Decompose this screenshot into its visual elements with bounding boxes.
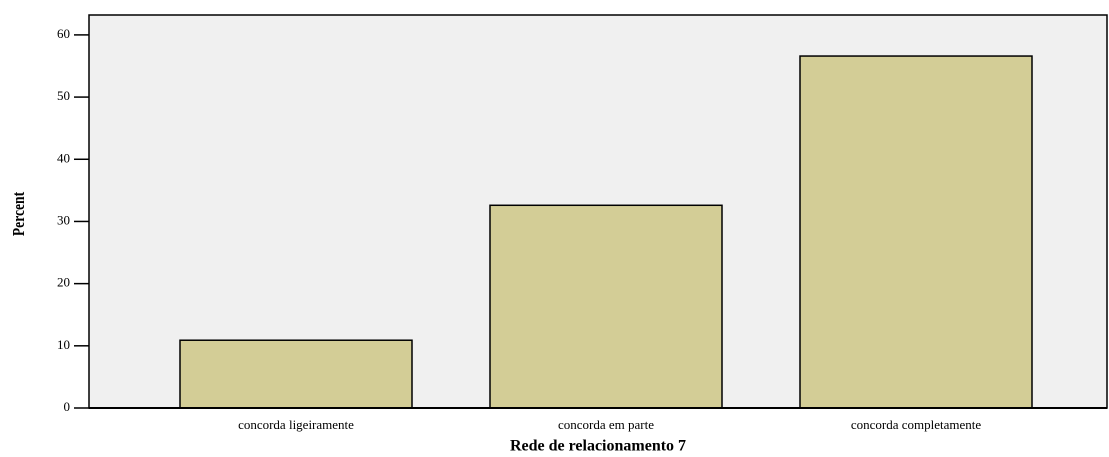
bar (799, 55, 1033, 409)
y-tick-label: 60 (57, 26, 70, 41)
y-tick-label: 40 (57, 150, 70, 165)
x-axis-label: Rede de relacionamento 7 (510, 438, 686, 455)
bar (179, 339, 413, 409)
y-tick-label: 20 (57, 275, 70, 290)
x-tick-label: concorda em parte (558, 417, 654, 432)
x-tick-label: concorda completamente (851, 417, 982, 432)
y-tick-label: 30 (57, 212, 70, 227)
y-axis-label: Percent (10, 191, 29, 236)
y-tick-label: 50 (57, 88, 70, 103)
y-tick-label: 10 (57, 337, 70, 352)
bar (489, 204, 723, 409)
x-tick-label: concorda ligeiramente (238, 417, 354, 432)
y-tick-label: 0 (64, 399, 71, 414)
